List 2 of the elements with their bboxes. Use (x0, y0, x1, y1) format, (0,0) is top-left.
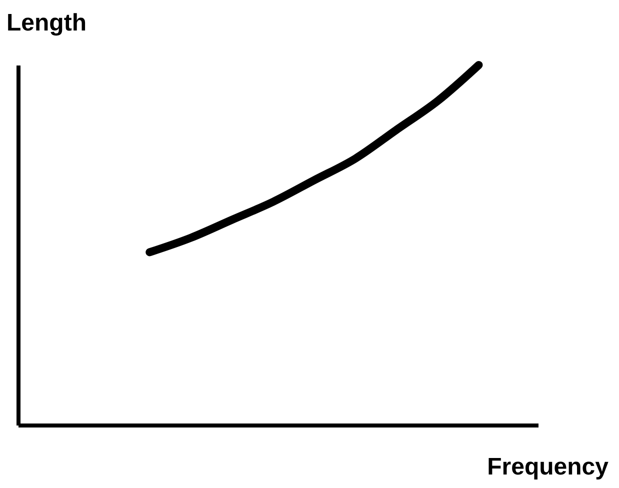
x-axis-title: Frequency (487, 454, 610, 480)
y-axis-title: Length (6, 10, 86, 36)
